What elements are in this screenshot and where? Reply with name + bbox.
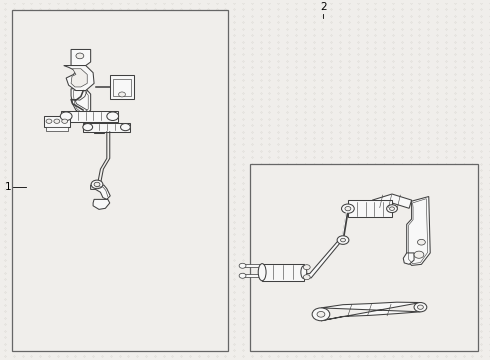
Circle shape: [337, 236, 349, 244]
Bar: [12, 10, 228, 351]
Circle shape: [60, 112, 72, 121]
Circle shape: [414, 251, 424, 258]
Circle shape: [121, 123, 130, 131]
Bar: [110, 75, 134, 99]
Circle shape: [239, 263, 246, 268]
Ellipse shape: [258, 264, 266, 281]
Polygon shape: [304, 235, 343, 278]
Circle shape: [303, 265, 310, 270]
Circle shape: [76, 53, 84, 59]
Bar: [243, 264, 262, 267]
Circle shape: [341, 238, 345, 242]
Circle shape: [119, 92, 125, 97]
Polygon shape: [372, 194, 412, 208]
Polygon shape: [71, 69, 87, 87]
Bar: [113, 79, 131, 96]
Bar: [348, 200, 392, 217]
Polygon shape: [71, 89, 91, 114]
Circle shape: [387, 205, 397, 213]
Circle shape: [317, 311, 325, 317]
Bar: [61, 111, 118, 122]
Bar: [243, 274, 262, 277]
Polygon shape: [403, 253, 414, 264]
Bar: [94, 119, 104, 133]
Bar: [262, 264, 304, 281]
Circle shape: [345, 207, 351, 211]
Circle shape: [414, 302, 427, 312]
Polygon shape: [91, 185, 110, 199]
Circle shape: [342, 204, 354, 213]
Circle shape: [91, 180, 103, 189]
Ellipse shape: [301, 266, 307, 279]
Polygon shape: [64, 66, 94, 90]
Circle shape: [303, 275, 310, 280]
Circle shape: [107, 112, 119, 121]
Polygon shape: [321, 302, 420, 321]
Circle shape: [54, 119, 60, 123]
Bar: [83, 123, 130, 131]
Circle shape: [312, 308, 330, 321]
Bar: [250, 164, 478, 351]
Text: 2: 2: [320, 2, 327, 12]
Circle shape: [46, 119, 52, 123]
Text: 1: 1: [5, 182, 12, 192]
Circle shape: [390, 207, 394, 211]
Circle shape: [94, 182, 100, 186]
Circle shape: [83, 123, 93, 131]
Bar: [46, 127, 68, 131]
Circle shape: [239, 273, 246, 278]
Polygon shape: [93, 199, 110, 210]
Polygon shape: [71, 49, 91, 66]
Bar: [44, 116, 70, 127]
Circle shape: [417, 239, 425, 245]
Polygon shape: [407, 197, 430, 265]
Circle shape: [417, 305, 423, 309]
Circle shape: [62, 119, 68, 123]
